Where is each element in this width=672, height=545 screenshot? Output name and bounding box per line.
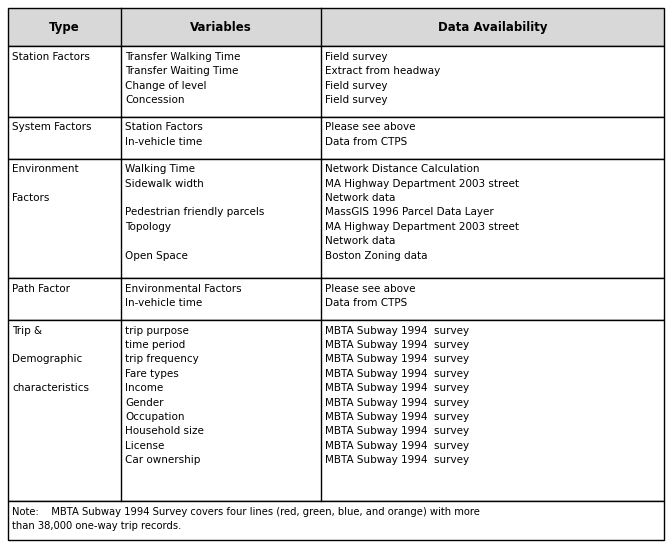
Text: Network Distance Calculation
MA Highway Department 2003 street
Network data
Mass: Network Distance Calculation MA Highway …: [325, 164, 519, 261]
Bar: [8, 278, 664, 320]
Text: Station Factors
In-vehicle time: Station Factors In-vehicle time: [125, 123, 203, 147]
Text: Type: Type: [49, 21, 80, 34]
Bar: [8, 159, 664, 278]
Text: Field survey
Extract from headway
Field survey
Field survey: Field survey Extract from headway Field …: [325, 52, 440, 105]
Text: Data Availability: Data Availability: [437, 21, 547, 34]
Text: Walking Time
Sidewalk width

Pedestrian friendly parcels
Topology

Open Space: Walking Time Sidewalk width Pedestrian f…: [125, 164, 264, 261]
Bar: [8, 117, 664, 159]
Bar: [8, 320, 664, 501]
Text: Trip &

Demographic

characteristics: Trip & Demographic characteristics: [12, 326, 89, 393]
Text: Variables: Variables: [190, 21, 252, 34]
Bar: [8, 46, 664, 117]
Text: Please see above
Data from CTPS: Please see above Data from CTPS: [325, 284, 415, 308]
Text: Path Factor: Path Factor: [12, 284, 70, 294]
Text: Environmental Factors
In-vehicle time: Environmental Factors In-vehicle time: [125, 284, 241, 308]
Text: Station Factors: Station Factors: [12, 52, 90, 62]
Text: Transfer Walking Time
Transfer Waiting Time
Change of level
Concession: Transfer Walking Time Transfer Waiting T…: [125, 52, 241, 105]
Bar: [8, 8, 664, 46]
Text: trip purpose
time period
trip frequency
Fare types
Income
Gender
Occupation
Hous: trip purpose time period trip frequency …: [125, 326, 204, 465]
Text: MBTA Subway 1994  survey
MBTA Subway 1994  survey
MBTA Subway 1994  survey
MBTA : MBTA Subway 1994 survey MBTA Subway 1994…: [325, 326, 469, 465]
Text: Please see above
Data from CTPS: Please see above Data from CTPS: [325, 123, 415, 147]
Text: Note:    MBTA Subway 1994 Survey covers four lines (red, green, blue, and orange: Note: MBTA Subway 1994 Survey covers fou…: [12, 507, 480, 531]
Bar: [8, 501, 664, 540]
Text: Environment

Factors: Environment Factors: [12, 164, 79, 203]
Text: System Factors: System Factors: [12, 123, 91, 132]
